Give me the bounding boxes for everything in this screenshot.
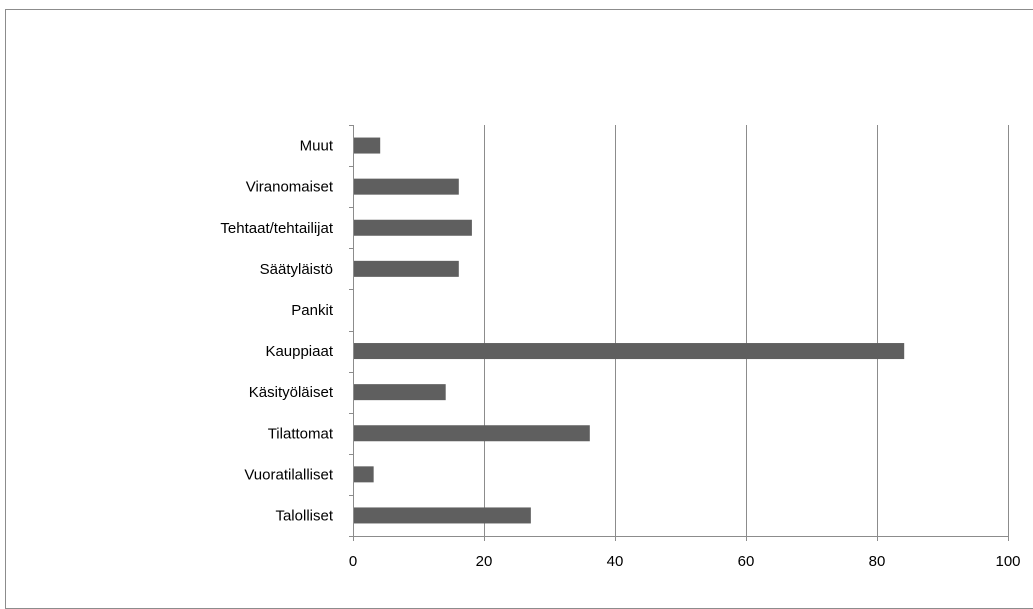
category-label-talolliset: Talolliset (275, 507, 333, 524)
bars (354, 137, 905, 524)
bar-chart: Talolliset Vuoratilalliset Tilattomat Käsit… (220, 125, 1021, 570)
bar-säätyläistö (354, 260, 459, 277)
x-tick-label-20: 20 (476, 553, 493, 570)
category-label-käsityöläiset: Käsityöläiset (249, 384, 334, 401)
category-label-vuoratilalliset: Vuoratilalliset (244, 466, 333, 483)
category-label-kauppiaat: Kauppiaat (265, 343, 333, 360)
x-tick-label-100: 100 (995, 553, 1020, 570)
bar-tilattomat (354, 425, 590, 442)
category-label-säätyläistö: Säätyläistö (260, 261, 333, 278)
x-tick-label-80: 80 (869, 553, 886, 570)
axes (349, 125, 1009, 541)
bar-talolliset (354, 507, 531, 524)
bar-vuoratilalliset (354, 466, 374, 483)
tick-labels: Talolliset Vuoratilalliset Tilattomat Käsit… (220, 138, 1020, 570)
gridlines (484, 125, 1009, 536)
bar-viranomaiset (354, 178, 459, 195)
bar-kauppiaat (354, 343, 905, 360)
bar-muut (354, 137, 381, 154)
x-tick-label-40: 40 (607, 553, 624, 570)
x-tick-label-60: 60 (738, 553, 755, 570)
category-label-tehtaat-tehtailijat: Tehtaat/tehtailijat (220, 220, 333, 237)
category-label-viranomaiset: Viranomaiset (246, 179, 334, 196)
x-tick-label-0: 0 (349, 553, 357, 570)
category-label-pankit: Pankit (291, 302, 334, 319)
category-label-tilattomat: Tilattomat (268, 425, 334, 442)
category-label-muut: Muut (300, 138, 334, 155)
bar-käsityöläiset (354, 384, 446, 401)
bar-tehtaat-tehtailijat (354, 219, 472, 236)
